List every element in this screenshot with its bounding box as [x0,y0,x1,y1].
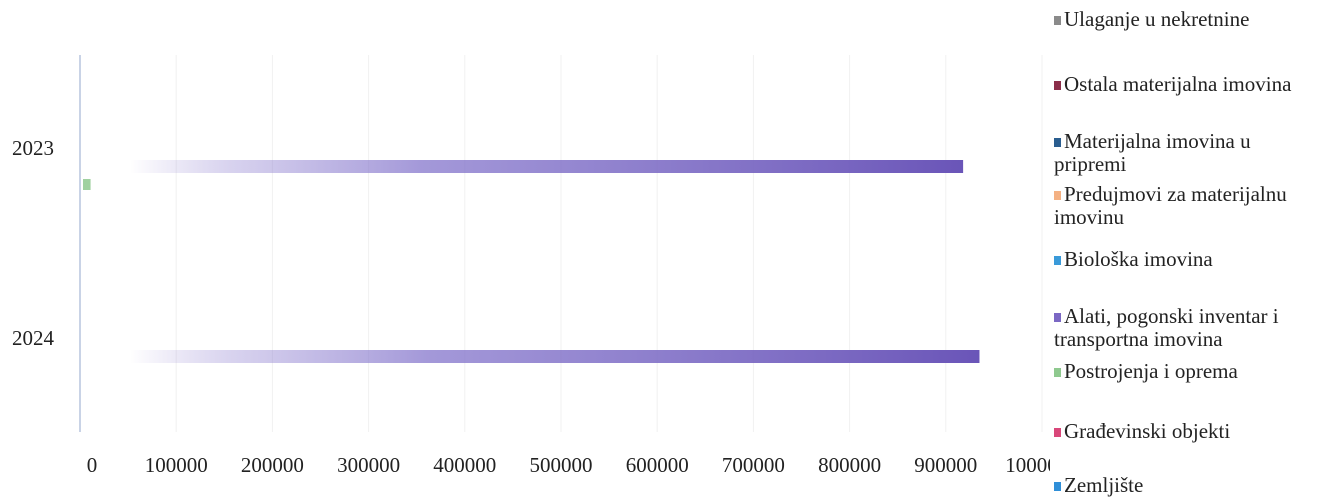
legend-label: Alati, pogonski inventar i transportna i… [1054,304,1279,351]
legend-item: Biološka imovina [1054,248,1322,271]
legend-item: Materijalna imovina u pripremi [1054,130,1322,176]
legend-item: Postrojenja i oprema [1054,360,1322,383]
legend-label: Biološka imovina [1064,247,1213,271]
category-label: 2024 [12,326,55,350]
x-tick-label: 800000 [818,453,881,477]
legend: Ulaganje u nekretnine Ostala materijalna … [1054,0,1322,504]
legend-item: Ulaganje u nekretnine [1054,8,1322,31]
legend-swatch [1054,428,1061,437]
x-tick-label: 0 [87,453,98,477]
legend-label: Ostala materijalna imovina [1064,72,1291,96]
legend-label: Predujmovi za materijalnu imovinu [1054,182,1287,229]
legend-item: Građevinski objekti [1054,420,1322,443]
bar-2024-5 [130,350,979,363]
bars [83,160,979,363]
legend-swatch [1054,368,1061,377]
x-tick-label: 500000 [530,453,593,477]
x-tick-label: 300000 [337,453,400,477]
category-labels: 2023 2024 [12,136,55,350]
legend-swatch [1054,138,1061,147]
x-tick-labels: 0 100000 200000 300000 400000 500000 600000 700… [87,453,1050,477]
x-tick-label: 200000 [241,453,304,477]
x-tick-label: 400000 [433,453,496,477]
x-tick-label: 700000 [722,453,785,477]
legend-swatch [1054,256,1061,265]
legend-label: Postrojenja i oprema [1064,359,1238,383]
legend-item: Zemljište [1054,474,1322,497]
legend-swatch [1054,313,1061,322]
x-tick-label: 900000 [914,453,977,477]
gridlines [176,55,1042,432]
legend-swatch [1054,81,1061,90]
legend-label: Građevinski objekti [1064,419,1230,443]
x-tick-label: 600000 [626,453,689,477]
x-tick-label: 100000 [145,453,208,477]
legend-swatch [1054,191,1061,200]
legend-swatch [1054,16,1061,25]
bar-2023-5 [130,160,963,173]
legend-label: Materijalna imovina u pripremi [1054,129,1251,176]
legend-swatch [1054,482,1061,491]
legend-item: Ostala materijalna imovina [1054,73,1322,96]
x-tick-label: 1000000 [1005,453,1050,477]
legend-label: Ulaganje u nekretnine [1064,7,1249,31]
legend-item: Alati, pogonski inventar i transportna i… [1054,305,1322,351]
category-label: 2023 [12,136,54,160]
legend-item: Predujmovi za materijalnu imovinu [1054,183,1322,229]
legend-label: Zemljište [1064,473,1143,497]
bar-2023-6 [83,179,91,190]
chart-plot: 2023 2024 0 100000 200000 300000 400000 500000… [0,0,1050,504]
